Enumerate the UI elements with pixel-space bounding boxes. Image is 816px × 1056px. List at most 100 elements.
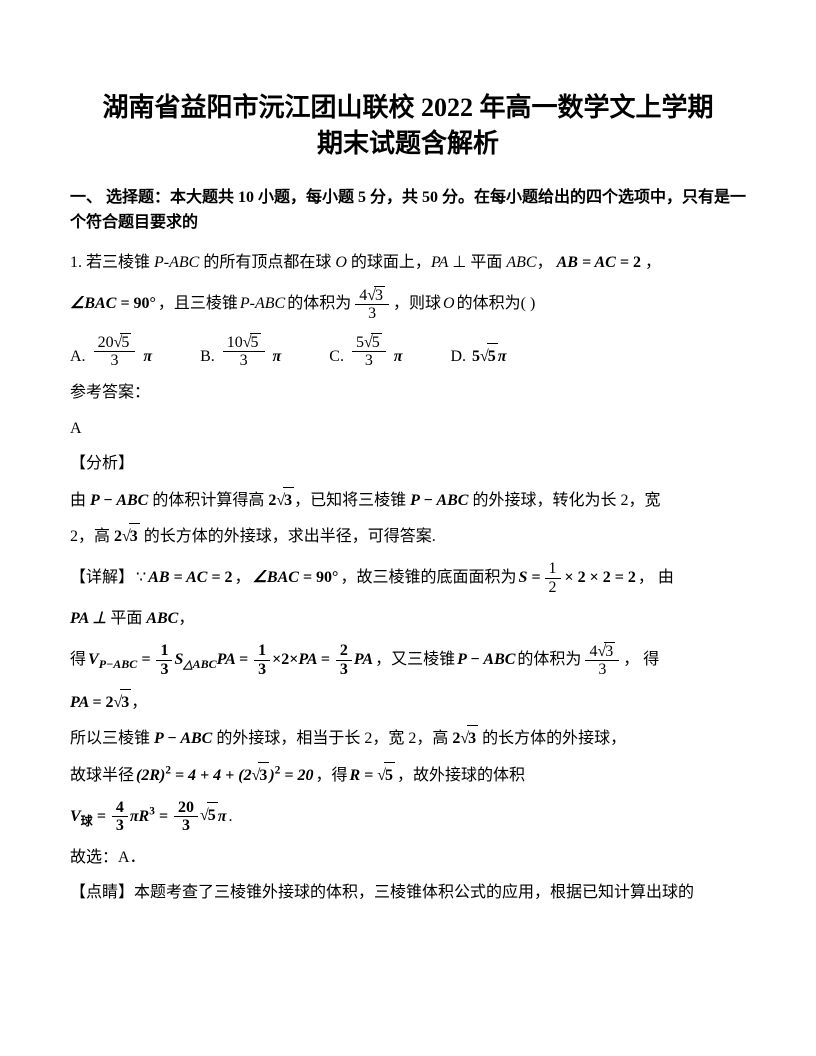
txt: ，又三棱锥 bbox=[375, 647, 455, 673]
pi: π bbox=[273, 344, 282, 370]
plane: 平面 bbox=[110, 610, 146, 627]
txt: ，已知将三棱锥 bbox=[294, 492, 410, 509]
q1-text: 的体积为 bbox=[287, 291, 351, 317]
txt: 故球半径 bbox=[70, 763, 134, 789]
q1-options: A. 205 3 π B. 105 3 π C. 55 3 π D. 55π bbox=[70, 333, 746, 370]
pi: π bbox=[394, 344, 403, 370]
q1-text: ，且三棱锥 bbox=[158, 291, 238, 317]
h23: 23 bbox=[268, 492, 294, 509]
q1-perp: ⊥ 平面 bbox=[448, 254, 506, 271]
option-D-label: D. bbox=[450, 344, 466, 370]
because: ∵ bbox=[136, 565, 146, 591]
detail-line2: PA ⊥ 平面 ABC， bbox=[70, 606, 746, 632]
therefore: 故选：A． bbox=[70, 845, 746, 871]
c: ， bbox=[178, 610, 194, 627]
detail-line1: 【详解】 ∵ AB = AC = 2 ， ∠BAC = 90° ，故三棱锥的底面… bbox=[70, 560, 746, 596]
txt: ，得 bbox=[315, 763, 347, 789]
abc-b: ABC bbox=[146, 610, 178, 627]
txt: 所以三棱锥 bbox=[70, 730, 154, 747]
q1-O: O bbox=[443, 291, 455, 317]
txt: 得 bbox=[70, 647, 86, 673]
eq-abac: AB = AC = 2 bbox=[148, 565, 232, 591]
option-C: C. 55 3 π bbox=[329, 333, 402, 370]
option-D: D. 55π bbox=[450, 343, 506, 370]
q1-comma: ， bbox=[537, 254, 553, 271]
txt: 2，高 bbox=[70, 528, 114, 545]
dot: . bbox=[228, 804, 232, 830]
radius-eq: (2R)2 = 4 + 4 + (23)2 = 20 bbox=[136, 762, 313, 789]
analysis-line1: 由 P − ABC 的体积计算得高 23，已知将三棱锥 P − ABC 的外接球… bbox=[70, 487, 746, 514]
reference-answer-label: 参考答案： bbox=[70, 380, 746, 406]
option-A: A. 205 3 π bbox=[70, 333, 152, 370]
detail-line3: 得 VP−ABC = 13S△ABCPA = 13×2×PA = 23PA ，又… bbox=[70, 642, 746, 679]
q1-volume-frac: 43 3 bbox=[355, 286, 389, 323]
option-B-value: 105 3 bbox=[223, 333, 265, 370]
comment-text: 本题考查了三棱锥外接球的体积，三棱锥体积公式的应用，根据已知计算出球的 bbox=[134, 884, 694, 901]
q1-stem-line1: 1. 若三棱锥 P-ABC 的所有顶点都在球 O 的球面上，PA ⊥ 平面 AB… bbox=[70, 250, 746, 276]
txt: ， 得 bbox=[623, 647, 659, 673]
vp-eq: VP−ABC = 13S△ABCPA = 13×2×PA = 23PA bbox=[88, 642, 373, 678]
num: 1 bbox=[545, 560, 561, 579]
pabc-b3: P − ABC bbox=[154, 730, 212, 747]
eq-bac: ∠BAC = 90° bbox=[253, 565, 339, 591]
option-B: B. 105 3 π bbox=[200, 333, 281, 370]
q1-text: 的球面上， bbox=[347, 254, 431, 271]
txt: 的外接球，转化为长 2，宽 bbox=[468, 492, 660, 509]
exam-page: 湖南省益阳市沅江团山联校 2022 年高一数学文上学期 期末试题含解析 一、 选… bbox=[0, 0, 816, 956]
txt: 的长方体的外接球， bbox=[478, 730, 626, 747]
q1-text: 1. 若三棱锥 bbox=[70, 254, 154, 271]
txt: ， 由 bbox=[638, 565, 674, 591]
page-title: 湖南省益阳市沅江团山联校 2022 年高一数学文上学期 期末试题含解析 bbox=[70, 90, 746, 163]
den: 2 bbox=[545, 579, 561, 597]
h23c: 23 bbox=[452, 730, 478, 747]
pabc-b: P − ABC bbox=[90, 492, 148, 509]
comment-label: 【点睛】 bbox=[70, 884, 134, 901]
txt: 的体积计算得高 bbox=[148, 492, 268, 509]
pi: π bbox=[143, 344, 152, 370]
h23b: 23 bbox=[114, 528, 140, 545]
pabc-b2: P − ABC bbox=[457, 647, 515, 673]
option-C-value: 55 3 bbox=[352, 333, 386, 370]
v-frac: 43 3 bbox=[585, 642, 619, 679]
r-eq: R = 5 bbox=[349, 762, 395, 789]
q1-eq1: AB = AC = 2 bbox=[557, 254, 641, 271]
option-C-label: C. bbox=[329, 344, 344, 370]
txt: 由 bbox=[70, 492, 90, 509]
q1-stem-line2: ∠BAC = 90° ，且三棱锥 P-ABC 的体积为 43 3 ，则球 O 的… bbox=[70, 286, 746, 323]
q1-PA: PA bbox=[431, 254, 448, 271]
q1-bac: ∠BAC = 90° bbox=[70, 291, 156, 317]
pa-perp: PA ⊥ bbox=[70, 610, 110, 627]
S-eq: S = bbox=[518, 565, 540, 591]
c: ， bbox=[131, 694, 147, 711]
q1-O: O bbox=[335, 254, 347, 271]
option-D-value: 55π bbox=[472, 343, 507, 370]
option-A-value: 205 3 bbox=[94, 333, 136, 370]
option-A-label: A. bbox=[70, 344, 86, 370]
reference-answer: A bbox=[70, 416, 746, 442]
q1-pabc: P-ABC bbox=[154, 254, 199, 271]
detail-line7: V球 = 43πR3 = 2035π . bbox=[70, 799, 746, 835]
pabc-b: P − ABC bbox=[410, 492, 468, 509]
analysis-label: 【分析】 bbox=[70, 451, 746, 477]
detail-line6: 故球半径 (2R)2 = 4 + 4 + (23)2 = 20 ，得 R = 5… bbox=[70, 762, 746, 789]
q1-comma: ， bbox=[645, 254, 661, 271]
detail-line5: 所以三棱锥 P − ABC 的外接球，相当于长 2，宽 2，高 23 的长方体的… bbox=[70, 725, 746, 752]
half-frac: 12 bbox=[545, 560, 561, 596]
c: ， bbox=[235, 565, 251, 591]
title-line-2: 期末试题含解析 bbox=[317, 129, 499, 158]
analysis-line2: 2，高 23 的长方体的外接球，求出半径，可得答案. bbox=[70, 523, 746, 550]
comment-line: 【点睛】本题考查了三棱锥外接球的体积，三棱锥体积公式的应用，根据已知计算出球的 bbox=[70, 880, 746, 906]
title-line-1: 湖南省益阳市沅江团山联校 2022 年高一数学文上学期 bbox=[102, 93, 713, 122]
detail-label: 【详解】 bbox=[70, 565, 134, 591]
detail-line4: PA = 23， bbox=[70, 689, 746, 716]
section-1-heading: 一、 选择题：本大题共 10 小题，每小题 5 分，共 50 分。在每小题给出的… bbox=[70, 185, 746, 236]
vball-eq: V球 = 43πR3 = 2035π bbox=[70, 799, 226, 835]
q1-text: 的体积为( ) bbox=[457, 291, 536, 317]
option-B-label: B. bbox=[200, 344, 215, 370]
times222: × 2 × 2 = 2 bbox=[565, 565, 636, 591]
txt: ，故三棱锥的底面面积为 bbox=[340, 565, 516, 591]
txt: 的外接球，相当于长 2，宽 2，高 bbox=[212, 730, 452, 747]
q1-ABC: ABC bbox=[506, 254, 536, 271]
q1-text: ，则球 bbox=[393, 291, 441, 317]
txt: ，故外接球的体积 bbox=[397, 763, 525, 789]
